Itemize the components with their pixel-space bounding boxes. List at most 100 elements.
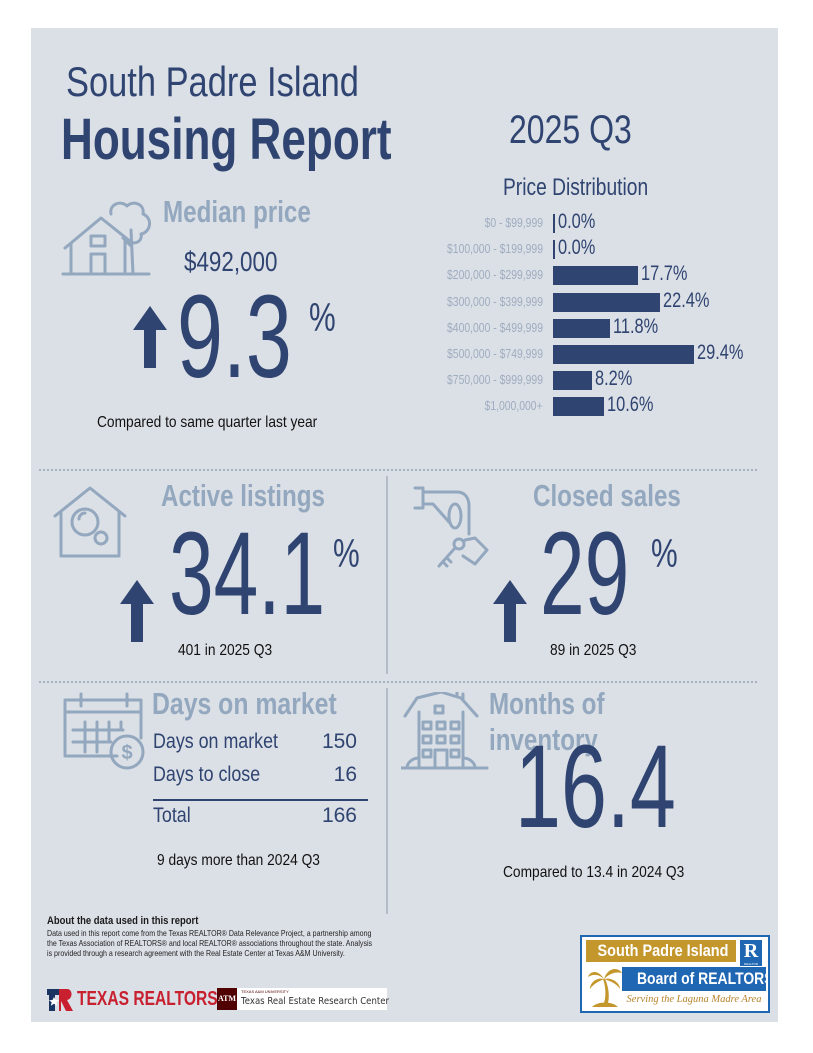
price-distribution-bar (553, 214, 555, 233)
realtor-small-text: REALTOR (744, 962, 758, 966)
dom-row-value: 150 (321, 730, 357, 753)
tamu-mark-icon: ATM (217, 988, 237, 1010)
price-distribution-row: $300,000 - $399,999 22.4% (31, 289, 778, 313)
price-range-label-text: $750,000 - $999,999 (447, 372, 543, 388)
active-listings-change: 34.1 (169, 515, 399, 633)
arrow-up-icon (493, 580, 527, 642)
months-inventory-note-text: Compared to 13.4 in 2024 Q3 (503, 864, 685, 881)
months-inventory-title: Months of inventory (489, 686, 778, 758)
realtor-r-mark-icon: R REALTOR (740, 940, 762, 966)
price-distribution-row: $750,000 - $999,999 8.2% (31, 367, 778, 391)
closed-sales-note-text: 89 in 2025 Q3 (550, 642, 637, 659)
median-price-note-text: Compared to same quarter last year (97, 414, 318, 431)
price-distribution-value-label: 29.4% (697, 341, 757, 365)
closed-sales-note: 89 in 2025 Q3 (550, 642, 651, 660)
section-divider (39, 681, 757, 683)
days-on-market-note-text: 9 days more than 2024 Q3 (157, 852, 320, 869)
dom-row-days-on-market: Days on market 150 (153, 730, 357, 754)
texas-realtors-text: TEXAS REALTORS (77, 988, 218, 1010)
column-divider (386, 476, 388, 674)
dom-row-days-to-close: Days to close 16 (153, 763, 357, 787)
spi-name-text: South Padre Island (597, 941, 729, 960)
price-range-label-text: $400,000 - $499,999 (447, 319, 543, 335)
about-data-title: About the data used in this report (47, 915, 223, 927)
closed-sales-change: 29 (540, 515, 671, 633)
value-label-text: 17.7% (640, 262, 688, 286)
value-label-text: 11.8% (612, 314, 658, 338)
price-distribution-bar (553, 266, 638, 286)
svg-text:$: $ (121, 742, 132, 764)
texas-realtors-mark-icon (47, 989, 73, 1011)
price-range-label-text: $300,000 - $399,999 (447, 293, 543, 309)
dom-row-total: Total 166 (153, 804, 357, 828)
house-search-icon (53, 486, 127, 558)
house-tree-icon (61, 201, 151, 276)
chart-title: Price Distribution (503, 174, 649, 201)
price-distribution-title: Price Distribution (503, 174, 684, 202)
building-icon (401, 692, 489, 770)
price-distribution-value-label: 11.8% (613, 315, 671, 339)
tamu-research-center-logo: ATM TEXAS A&M UNIVERSITY Texas Real Esta… (217, 988, 389, 1010)
price-range-label: $0 - $99,999 (470, 215, 543, 230)
active-listings-change-text: 34.1 (169, 508, 326, 640)
price-range-label-text: $0 - $99,999 (484, 215, 543, 230)
tamu-center-label: Texas Real Estate Research Center (241, 996, 389, 1007)
price-range-label: $500,000 - $749,999 (423, 346, 543, 361)
days-on-market-title: Days on market (152, 686, 383, 722)
median-price-change-text: 9.3 (177, 271, 292, 403)
months-inventory-note: Compared to 13.4 in 2024 Q3 (503, 864, 714, 882)
active-listings-title-text: Active listings (161, 478, 325, 513)
percent-sign: % (333, 532, 360, 576)
months-inventory-value-text: 16.4 (515, 721, 676, 853)
dom-total-rule (153, 799, 368, 801)
arrow-up-icon (120, 580, 154, 642)
spi-tagline: Serving the Laguna Madre Area (626, 994, 762, 1005)
price-distribution-value-label: 0.0% (558, 236, 606, 260)
spi-board-of-realtors-logo: South Padre Island R REALTOR Board of RE… (580, 935, 770, 1013)
report-title: Housing Report (61, 106, 496, 173)
about-data-text: Data used in this report come from the T… (47, 928, 377, 958)
days-on-market-note: 9 days more than 2024 Q3 (157, 852, 346, 870)
closed-sales-title: Closed sales (533, 478, 723, 514)
active-listings-title: Active listings (161, 478, 371, 514)
price-distribution-bar (553, 371, 593, 391)
price-distribution-value-label: 0.0% (558, 210, 606, 234)
price-distribution-bar (553, 397, 604, 417)
about-data-text-body: Data used in this report come from the T… (47, 928, 373, 958)
hand-keys-icon (413, 486, 489, 568)
price-range-label: $300,000 - $399,999 (423, 294, 543, 309)
value-label-text: 29.4% (697, 341, 744, 364)
dom-row-label: Days to close (153, 763, 261, 786)
price-range-label: $100,000 - $199,999 (423, 241, 543, 256)
months-inventory-value: 16.4 (515, 728, 745, 846)
report-panel: South Padre Island Housing Report 2025 Q… (31, 28, 778, 1022)
median-price-percent-sign: % (309, 296, 345, 341)
palm-tree-icon (588, 969, 622, 1007)
texas-realtors-logo: TEXAS REALTORS (47, 988, 218, 1012)
report-quarter-text: 2025 Q3 (509, 108, 632, 152)
price-distribution-row: $200,000 - $299,999 17.7% (31, 262, 778, 286)
months-inventory-title-text: Months of inventory (489, 686, 605, 757)
median-price-title: Median price (163, 194, 353, 230)
price-distribution-value-label: 8.2% (595, 367, 643, 391)
active-listings-note: 401 in 2025 Q3 (178, 642, 287, 660)
dom-row-label: Days on market (153, 730, 279, 753)
closed-sales-percent-sign: % (651, 532, 687, 577)
report-title-text: Housing Report (61, 107, 392, 172)
median-price-value: $492,000 (184, 246, 301, 278)
price-distribution-row: $100,000 - $199,999 0.0% (31, 236, 778, 260)
column-divider (386, 688, 388, 914)
dom-row-value: 16 (333, 763, 357, 786)
price-range-label-text: $500,000 - $749,999 (447, 346, 543, 361)
price-distribution-bar (553, 345, 694, 364)
section-divider (39, 469, 757, 471)
price-distribution-value-label: 10.6% (607, 393, 667, 417)
price-range-label-text: $100,000 - $199,999 (447, 241, 543, 257)
active-listings-percent-sign: % (333, 532, 369, 577)
realtor-r-letter: R (743, 940, 759, 962)
price-distribution-value-label: 22.4% (663, 289, 723, 313)
closed-sales-title-text: Closed sales (533, 478, 681, 513)
price-distribution-bar (553, 292, 661, 312)
price-range-label-text: $200,000 - $299,999 (447, 267, 543, 283)
texas-realtors-wordmark: TEXAS REALTORS (77, 988, 257, 1011)
